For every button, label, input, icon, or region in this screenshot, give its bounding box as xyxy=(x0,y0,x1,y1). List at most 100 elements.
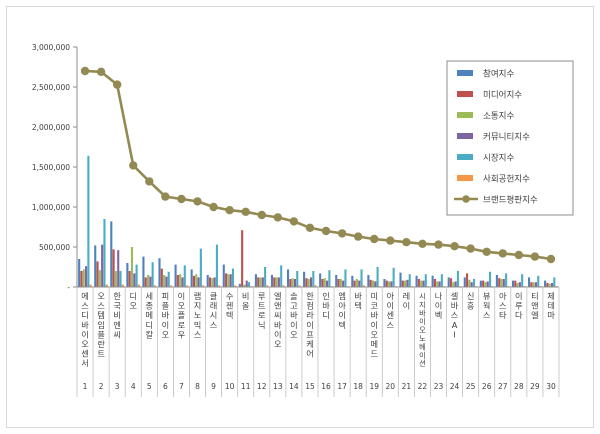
x-tick-label-char: 스 xyxy=(97,301,105,311)
x-tick-label-char: 이 xyxy=(435,301,443,311)
x-tick-label-char: 이 xyxy=(306,320,314,330)
brand-index-point-29 xyxy=(530,252,540,261)
bar-5-13 xyxy=(280,265,283,287)
x-tick-label-char: 바 xyxy=(274,320,282,330)
x-tick-label-group: 바텍 xyxy=(354,291,362,311)
x-tick-number: 8 xyxy=(195,382,200,391)
y-tick-label: 1,000,000 xyxy=(32,203,70,212)
brand-index-point-23 xyxy=(434,240,443,249)
x-tick-label-char: 이 xyxy=(290,320,298,330)
x-tick-number: 12 xyxy=(257,382,267,391)
bar-4-30 xyxy=(550,283,554,287)
bar-4-4 xyxy=(133,273,136,287)
x-tick-label-char: 이 xyxy=(515,291,523,301)
x-tick-label-char: 래 xyxy=(210,301,218,311)
legend-marker xyxy=(462,195,470,203)
x-tick-label-char: 스 xyxy=(387,320,395,330)
brand-index-point-11 xyxy=(241,207,250,216)
x-tick-label-group: 제테마 xyxy=(547,291,555,320)
bar-6-7 xyxy=(186,285,189,287)
x-tick-number: 26 xyxy=(482,382,492,391)
bar-5-1 xyxy=(87,155,90,287)
x-tick-label-char: 컴 xyxy=(306,301,314,311)
y-tick-label: 2,000,000 xyxy=(32,123,70,132)
bar-1-14 xyxy=(286,269,290,287)
y-tick-label: 3,000,000 xyxy=(32,43,70,52)
bar-3-21 xyxy=(404,280,407,287)
x-tick-number: 22 xyxy=(418,382,428,391)
x-tick-number: 30 xyxy=(546,382,556,391)
x-tick-label-char: 클 xyxy=(210,291,218,301)
bar-5-17 xyxy=(344,269,347,287)
x-tick-label-char: 타 xyxy=(499,310,507,320)
x-tick-label-char: 제 xyxy=(547,291,555,301)
bar-3-23 xyxy=(436,281,439,287)
x-tick-label-char: 인 xyxy=(322,291,330,301)
x-tick-label-group: 수젠텍 xyxy=(226,291,234,320)
x-tick-number: 20 xyxy=(386,382,396,391)
x-tick-label-char: 흥 xyxy=(467,301,475,311)
x-tick-label-char: 아 xyxy=(499,291,507,301)
bar-1-13 xyxy=(270,275,274,287)
bar-2-15 xyxy=(305,278,308,287)
x-tick-label-group: 아스타 xyxy=(499,291,507,320)
brand-index-point-17 xyxy=(337,229,347,238)
bar-2-12 xyxy=(257,277,260,287)
bar-2-6 xyxy=(160,268,163,287)
x-tick-label-char: 고 xyxy=(290,301,298,311)
x-tick-label-group: 비올 xyxy=(242,291,250,311)
bar-1-16 xyxy=(319,273,322,287)
brand-index-point-13 xyxy=(273,213,283,222)
x-tick-label-char: 이 xyxy=(81,329,89,339)
bar-3-6 xyxy=(163,275,166,287)
x-tick-label-char: 바 xyxy=(370,310,378,320)
x-tick-label-char: A xyxy=(452,320,458,330)
y-tick-label: 1,500,000 xyxy=(32,163,70,172)
bar-2-17 xyxy=(337,279,340,287)
chart-frame: - 500,000 1,000,000 1,500,000 2,000,000 2,500… xyxy=(6,6,594,428)
bar-5-23 xyxy=(440,274,443,287)
bar-4-25 xyxy=(470,282,473,287)
x-tick-label-char: 오 xyxy=(81,339,89,349)
x-tick-label-char: 미 xyxy=(370,291,378,301)
x-tick-label-char: 아 xyxy=(338,301,346,311)
brand-index-point-25 xyxy=(466,244,475,253)
x-tick-label-char: 스 xyxy=(194,329,202,339)
y-tick-label: - xyxy=(67,283,70,292)
bar-1-25 xyxy=(463,277,466,287)
x-tick-label-group: 인바디 xyxy=(322,291,330,320)
x-tick-label-char: 랩 xyxy=(194,291,202,301)
bar-3-26 xyxy=(484,282,487,287)
bar-4-2 xyxy=(101,244,104,287)
bar-6-5 xyxy=(153,285,157,287)
x-tick-label-char: 아 xyxy=(387,291,395,301)
legend-swatch xyxy=(457,175,473,181)
brand-index-point-1 xyxy=(80,66,90,76)
bar-3-28 xyxy=(516,283,519,287)
bar-2-29 xyxy=(530,282,533,287)
x-tick-label-char: 오 xyxy=(178,301,186,311)
bar-2-18 xyxy=(353,280,356,287)
x-tick-label-char: I xyxy=(453,329,455,339)
bar-4-15 xyxy=(309,277,313,287)
bar-2-3 xyxy=(112,249,115,287)
bar-2-8 xyxy=(192,275,195,287)
x-tick-label-char: 수 xyxy=(226,291,234,301)
x-tick-label-char: 스 xyxy=(499,301,507,311)
bar-4-18 xyxy=(358,280,361,287)
x-tick-label-group: 나이벡 xyxy=(435,291,443,320)
bar-3-12 xyxy=(259,277,262,287)
bar-5-8 xyxy=(199,248,202,287)
x-tick-label-group: 레이 xyxy=(403,291,411,311)
x-tick-number: 6 xyxy=(163,382,168,391)
x-tick-label-char: 이 xyxy=(178,291,186,301)
bar-5-22 xyxy=(424,274,427,287)
x-tick-label-char: 나 xyxy=(435,291,443,301)
x-tick-label-char: 라 xyxy=(306,310,314,320)
